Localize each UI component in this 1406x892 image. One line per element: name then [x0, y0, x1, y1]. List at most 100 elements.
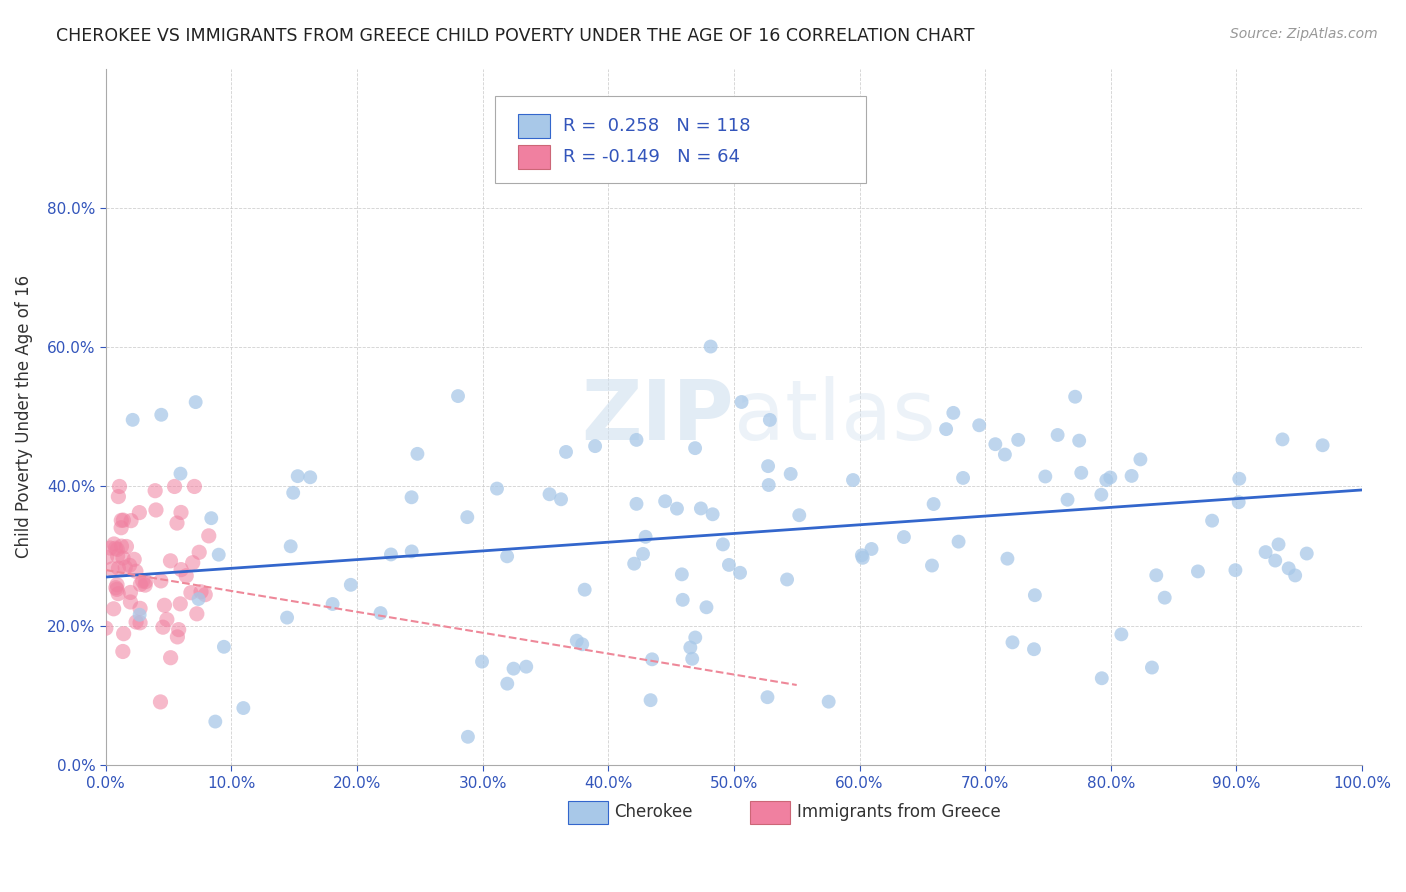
Point	[145, 503, 167, 517]
Point	[759, 413, 782, 427]
Point	[125, 615, 148, 629]
Point	[322, 597, 344, 611]
Point	[1225, 563, 1247, 577]
Point	[1056, 492, 1078, 507]
Point	[1064, 390, 1087, 404]
Point	[447, 389, 470, 403]
Point	[935, 422, 957, 436]
Point	[1095, 473, 1118, 487]
Point	[1111, 627, 1133, 641]
Point	[184, 395, 207, 409]
Point	[98, 541, 121, 555]
Point	[170, 506, 193, 520]
Point	[921, 558, 943, 573]
Point	[120, 595, 142, 609]
Point	[574, 582, 596, 597]
Point	[1187, 565, 1209, 579]
Point	[1227, 495, 1250, 509]
Point	[758, 478, 780, 492]
Point	[340, 578, 363, 592]
FancyBboxPatch shape	[751, 801, 790, 824]
Point	[631, 547, 654, 561]
Point	[571, 637, 593, 651]
Point	[280, 539, 302, 553]
Point	[1099, 470, 1122, 484]
Point	[114, 560, 136, 574]
Point	[200, 511, 222, 525]
Point	[893, 530, 915, 544]
Point	[1267, 537, 1289, 551]
Point	[101, 562, 124, 576]
Point	[1046, 428, 1069, 442]
Point	[183, 479, 205, 493]
Point	[922, 497, 945, 511]
Point	[779, 467, 801, 481]
Point	[276, 610, 298, 624]
Point	[186, 607, 208, 621]
Point	[121, 413, 143, 427]
Point	[681, 652, 703, 666]
Point	[128, 506, 150, 520]
Point	[169, 597, 191, 611]
Point	[105, 582, 128, 597]
Point	[665, 501, 688, 516]
Point	[787, 508, 810, 523]
FancyBboxPatch shape	[568, 801, 609, 824]
Point	[104, 581, 127, 595]
Point	[456, 510, 478, 524]
Point	[817, 695, 839, 709]
Point	[671, 567, 693, 582]
Point	[370, 606, 392, 620]
Point	[1264, 553, 1286, 567]
Point	[112, 513, 135, 527]
Point	[107, 587, 129, 601]
Point	[153, 599, 176, 613]
Point	[583, 439, 606, 453]
Point	[711, 537, 734, 551]
Point	[776, 573, 799, 587]
Point	[1278, 561, 1301, 575]
Point	[105, 542, 128, 557]
Point	[149, 574, 172, 588]
Point	[180, 585, 202, 599]
Point	[1001, 635, 1024, 649]
Point	[702, 508, 724, 522]
Point	[1090, 488, 1112, 502]
Point	[538, 487, 561, 501]
Point	[502, 662, 524, 676]
Point	[640, 693, 662, 707]
Point	[105, 578, 128, 592]
Point	[129, 577, 152, 591]
Point	[1295, 547, 1317, 561]
Point	[163, 479, 186, 493]
Point	[156, 613, 179, 627]
Point	[555, 445, 578, 459]
Point	[471, 655, 494, 669]
Point	[717, 558, 740, 572]
Point	[997, 551, 1019, 566]
Point	[1091, 671, 1114, 685]
Point	[159, 650, 181, 665]
Point	[169, 467, 191, 481]
Point	[550, 492, 572, 507]
Point	[967, 418, 990, 433]
Point	[107, 549, 129, 563]
Point	[634, 530, 657, 544]
Point	[1129, 452, 1152, 467]
Point	[852, 550, 875, 565]
Point	[134, 578, 156, 592]
Point	[1140, 660, 1163, 674]
Point	[860, 541, 883, 556]
Point	[143, 483, 166, 498]
Point	[107, 561, 129, 575]
Point	[1070, 466, 1092, 480]
Point	[1284, 568, 1306, 582]
Point	[756, 459, 779, 474]
Point	[1254, 545, 1277, 559]
Point	[125, 564, 148, 578]
Point	[641, 652, 664, 666]
Point	[1153, 591, 1175, 605]
Point	[1227, 472, 1250, 486]
Point	[1024, 588, 1046, 602]
Point	[565, 633, 588, 648]
